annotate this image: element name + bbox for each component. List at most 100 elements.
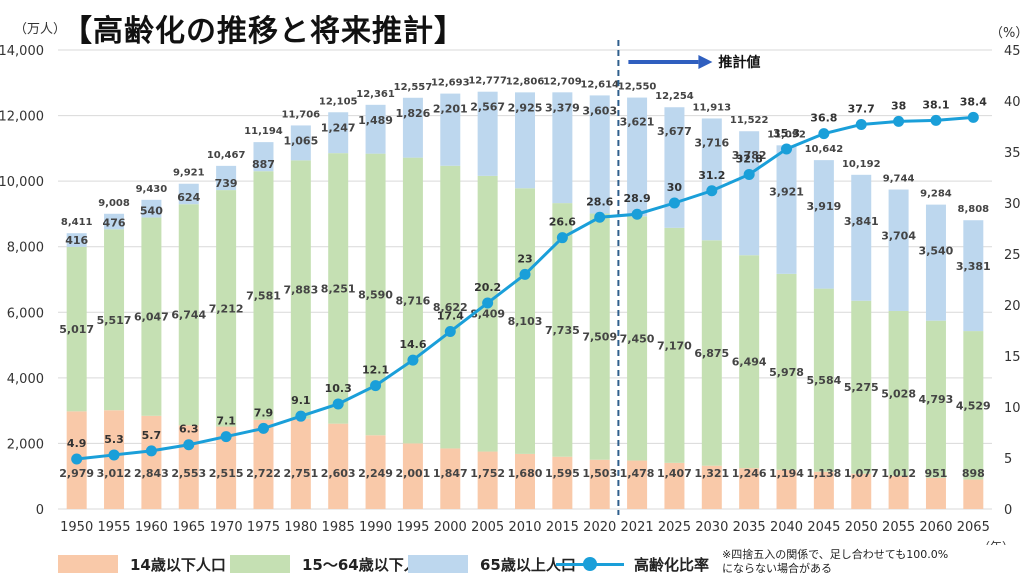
bar-segment [552, 92, 573, 204]
y-left-tick-label: 10,000 [0, 175, 44, 190]
bar-segment [664, 462, 685, 509]
ratio-label: 12.1 [362, 364, 389, 377]
ratio-label: 31.2 [698, 169, 725, 182]
bar-segment [627, 216, 648, 461]
bar-segment [402, 157, 423, 444]
bar-segment [253, 171, 274, 420]
x-tick-label: 1995 [396, 520, 429, 535]
bar-segment [290, 160, 311, 419]
data-label-over65: 3,540 [919, 245, 954, 258]
ratio-point [370, 380, 382, 392]
bar-segment [739, 131, 760, 256]
bar-segment [66, 233, 87, 247]
total-label: 9,430 [136, 184, 168, 195]
bar-segment [178, 183, 199, 205]
total-label: 11,522 [730, 115, 769, 126]
legend-label-ratio: 高齢化比率 [634, 555, 710, 574]
ratio-label: 14.6 [399, 338, 426, 351]
ratio-label: 9.1 [291, 394, 311, 407]
bar-segment [365, 435, 386, 509]
ratio-point [407, 354, 419, 366]
bar-segment [328, 153, 349, 424]
data-label-under14: 2,979 [59, 467, 94, 480]
bar-segment [552, 203, 573, 457]
y-right-tick-label: 25 [1004, 248, 1021, 263]
bar-segment [515, 92, 535, 189]
bar-segment [664, 227, 685, 463]
bar-segment [515, 453, 535, 509]
bar-segment [739, 468, 760, 509]
bar-segment [141, 217, 162, 416]
y-right-tick-label: 20 [1004, 299, 1021, 314]
ratio-label: 5.3 [104, 433, 124, 446]
left-axis-unit: （万人） [14, 22, 67, 37]
total-label: 9,744 [883, 174, 915, 185]
bar-segment [589, 459, 610, 509]
x-tick-label: 1960 [135, 520, 168, 535]
bar-segment [477, 451, 498, 509]
x-tick-label: 2015 [546, 520, 579, 535]
data-label-over65: 1,065 [283, 134, 318, 147]
data-label-under14: 1,138 [806, 467, 841, 480]
bar-segment [963, 479, 984, 509]
ratio-label: 10.3 [325, 382, 352, 395]
bar-segment [253, 419, 274, 509]
bar-segment [402, 97, 423, 158]
data-label-under14: 1,321 [694, 467, 729, 480]
data-label-15-64: 7,212 [209, 302, 244, 315]
data-label-over65: 739 [215, 177, 238, 190]
data-label-under14: 2,515 [209, 467, 244, 480]
total-label: 11,092 [767, 129, 806, 140]
legend-label-15-64: 15～64歳以下人口 [302, 555, 434, 574]
bar-segment [851, 473, 872, 509]
bar-segment [216, 426, 237, 509]
ratio-point [743, 168, 755, 180]
ratio-point [519, 268, 531, 280]
data-label-15-64: 5,275 [844, 381, 879, 394]
ratio-point [706, 185, 718, 197]
legend-swatch-over65 [408, 555, 468, 573]
ratio-point [967, 111, 979, 123]
data-label-15-64: 7,883 [283, 284, 318, 297]
data-label-under14: 1,407 [657, 467, 692, 480]
ratio-point [855, 118, 867, 130]
x-tick-label: 1970 [210, 520, 243, 535]
y-right-tick-label: 45 [1004, 44, 1021, 59]
data-label-over65: 3,621 [620, 116, 655, 129]
x-tick-label: 2025 [658, 520, 691, 535]
ratio-label: 6.3 [179, 423, 199, 436]
total-label: 12,254 [655, 91, 694, 102]
data-label-15-64: 6,494 [732, 356, 767, 369]
data-label-over65: 3,716 [694, 136, 729, 149]
legend-swatch-15-64 [230, 555, 290, 573]
bar-segment [328, 423, 349, 509]
bar-segment [477, 91, 498, 176]
total-label: 11,194 [244, 126, 283, 137]
data-label-15-64: 8,716 [396, 295, 431, 308]
bar-segment [440, 165, 461, 449]
data-label-under14: 898 [962, 467, 985, 480]
ratio-label: 17.4 [437, 310, 464, 323]
data-label-15-64: 6,875 [694, 347, 729, 360]
total-label: 10,192 [842, 159, 881, 170]
data-label-under14: 2,603 [321, 467, 356, 480]
bar-segment [402, 443, 423, 509]
data-label-15-64: 4,529 [956, 399, 991, 412]
ratio-label: 4.9 [67, 437, 87, 450]
ratio-point [295, 410, 307, 422]
data-label-under14: 1,595 [545, 467, 580, 480]
x-tick-label: 1980 [284, 520, 317, 535]
data-label-under14: 951 [924, 467, 947, 480]
bar-segment [589, 213, 610, 460]
x-tick-label: 2060 [919, 520, 952, 535]
x-tick-label: 1985 [322, 520, 355, 535]
x-tick-label: 2030 [695, 520, 728, 535]
total-label: 9,921 [173, 168, 205, 179]
ratio-label: 35.3 [773, 127, 800, 140]
data-label-under14: 1,680 [508, 467, 543, 480]
ratio-label: 32.8 [736, 152, 763, 165]
ratio-label: 28.9 [624, 192, 651, 205]
ratio-point [781, 143, 793, 155]
y-right-tick-label: 10 [1004, 401, 1021, 416]
bar-segment [813, 471, 834, 509]
